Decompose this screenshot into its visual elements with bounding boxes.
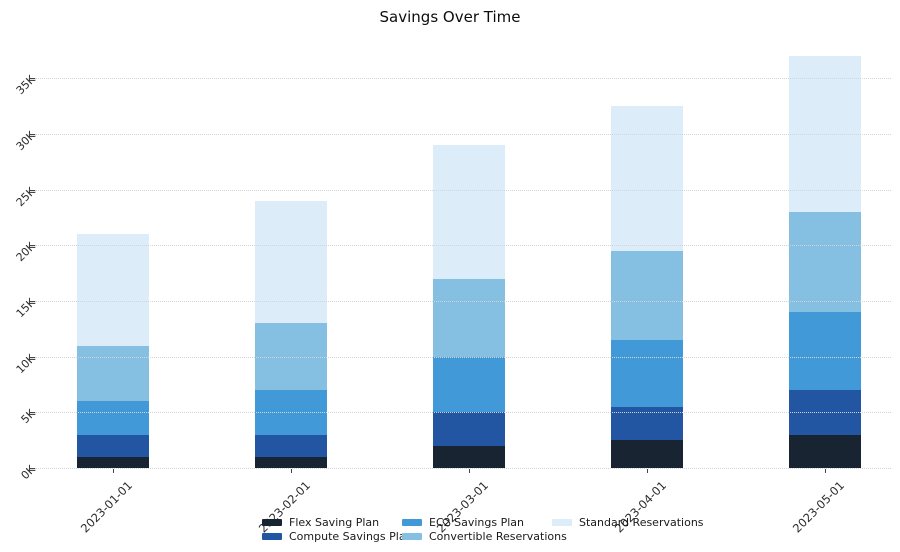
x-tickmark — [113, 469, 114, 473]
y-tick-label: 10K — [13, 351, 38, 376]
bar-segment — [789, 390, 861, 435]
legend-swatch — [552, 519, 572, 526]
y-tickmark — [30, 412, 35, 414]
y-tickmark — [30, 245, 35, 247]
legend-column: Standard Reservations — [552, 516, 704, 530]
y-tickmark — [30, 356, 35, 358]
legend-item: Compute Savings Plan — [262, 530, 413, 543]
y-tickmark — [30, 78, 35, 80]
bar-segment — [77, 434, 149, 457]
legend-item: Standard Reservations — [552, 516, 704, 529]
bar-segment — [433, 278, 505, 357]
bar-segment — [789, 434, 861, 468]
bar-segment — [255, 434, 327, 457]
x-tick-label: 2023-05-01 — [790, 478, 848, 536]
legend-label: Standard Reservations — [579, 516, 704, 529]
bar-segment — [433, 145, 505, 279]
legend-swatch — [402, 519, 422, 526]
bar-segment — [789, 211, 861, 313]
bar-segment — [77, 401, 149, 435]
gridline — [35, 78, 891, 80]
y-tick-label: 20K — [13, 240, 38, 265]
bar-segment — [433, 445, 505, 468]
bar-segment — [433, 412, 505, 446]
bar-segment — [77, 345, 149, 402]
y-tick-label: 0K — [18, 462, 38, 483]
bar-segment — [255, 323, 327, 391]
legend-label: Compute Savings Plan — [289, 530, 413, 543]
y-tickmark — [30, 189, 35, 191]
y-tickmark — [30, 300, 35, 302]
x-tickmark — [825, 469, 826, 473]
x-tickmark — [291, 469, 292, 473]
chart-title: Savings Over Time — [379, 8, 521, 26]
bar-segment — [77, 234, 149, 346]
legend-swatch — [262, 533, 282, 540]
y-tick-label: 15K — [13, 295, 38, 321]
y-tickmark — [30, 133, 35, 135]
x-tickmark — [469, 469, 470, 473]
legend-item: Flex Saving Plan — [262, 516, 413, 529]
legend-label: Convertible Reservations — [429, 530, 567, 543]
bar-segment — [255, 200, 327, 324]
x-tick-label: 2023-01-01 — [78, 478, 136, 536]
bar-segment — [611, 339, 683, 407]
legend-column: Flex Saving Plan Compute Savings Plan — [262, 516, 413, 544]
bar-segment — [611, 440, 683, 468]
legend-item: EC2 Savings Plan — [402, 516, 567, 529]
bar-segment — [611, 106, 683, 251]
gridline — [35, 133, 891, 135]
y-tick-label: 25K — [13, 184, 38, 209]
bar-segment — [789, 312, 861, 391]
legend-label: Flex Saving Plan — [289, 516, 380, 529]
y-tick-label: 30K — [13, 128, 38, 154]
legend-swatch — [262, 519, 282, 526]
legend-column: EC2 Savings Plan Convertible Reservations — [402, 516, 567, 544]
y-tick-label: 35K — [13, 73, 38, 98]
x-tickmark — [647, 469, 648, 473]
bar-segment — [789, 56, 861, 212]
bar-segment — [433, 356, 505, 413]
bar-segment — [611, 406, 683, 441]
bar-segment — [611, 250, 683, 340]
legend-swatch — [402, 533, 422, 540]
bar-segment — [77, 456, 149, 468]
gridline — [35, 468, 891, 469]
bar-segment — [255, 390, 327, 435]
legend-label: EC2 Savings Plan — [429, 516, 524, 529]
legend-item: Convertible Reservations — [402, 530, 567, 543]
bar-segment — [255, 456, 327, 468]
y-tick-label: 5K — [18, 407, 38, 427]
y-tickmark — [30, 468, 35, 469]
